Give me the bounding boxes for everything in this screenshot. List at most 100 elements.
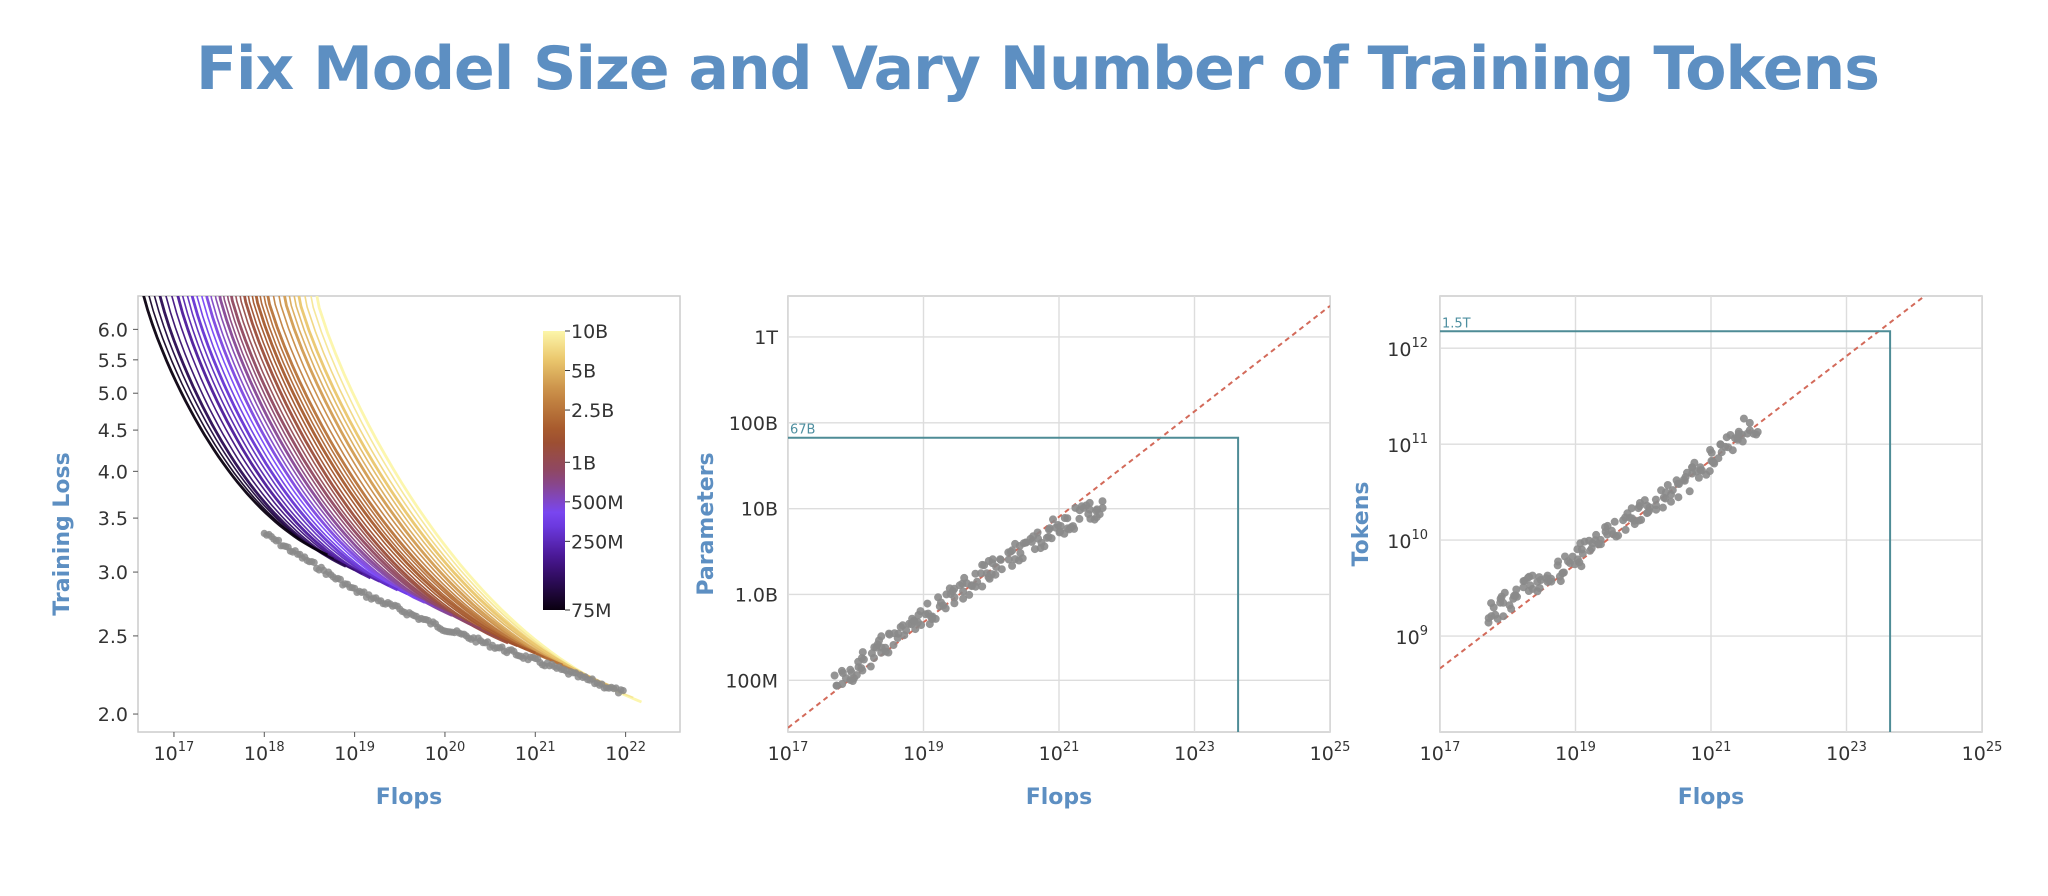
data-point <box>1627 504 1636 513</box>
colorbar-tick-label: 5B <box>571 361 596 383</box>
x-tick-label: 1020 <box>425 740 466 765</box>
data-point <box>950 593 959 602</box>
data-point <box>931 614 940 623</box>
y-tick-label: 4.0 <box>98 461 128 483</box>
y-tick-label: 5.5 <box>98 350 128 372</box>
loss-curve <box>190 296 399 592</box>
y-tick-label: 5.0 <box>98 383 128 405</box>
data-point <box>1577 562 1586 571</box>
y-tick-label: 1011 <box>1387 432 1428 457</box>
data-point <box>1008 561 1017 570</box>
data-point <box>917 621 926 629</box>
loss-curve <box>181 296 380 583</box>
data-point <box>1635 516 1643 525</box>
y-axis-title: Tokens <box>1349 482 1374 567</box>
data-point <box>959 594 968 603</box>
loss-curve <box>214 296 444 612</box>
data-point <box>902 626 911 635</box>
y-tick-label: 4.5 <box>98 420 128 442</box>
y-tick-label: 2.0 <box>98 704 128 726</box>
data-point <box>1505 601 1514 610</box>
data-point <box>859 655 868 664</box>
y-axis-title: Parameters <box>694 452 719 595</box>
y-tick-label: 109 <box>1396 624 1428 649</box>
loss-curve <box>186 296 389 587</box>
x-tick-label: 1025 <box>1310 740 1351 765</box>
data-point <box>1075 514 1084 523</box>
data-point <box>1004 555 1013 564</box>
y-tick-label: 2.5 <box>98 626 128 648</box>
data-point <box>846 665 855 674</box>
data-point <box>1745 418 1754 427</box>
colorbar-tick-label: 500M <box>571 492 624 514</box>
data-point <box>893 634 902 642</box>
y-tick-label: 3.5 <box>98 508 128 530</box>
data-point <box>1558 568 1567 577</box>
slide-title: Fix Model Size and Vary Number of Traini… <box>196 34 1880 104</box>
y-tick-label: 1.0B <box>735 584 778 606</box>
x-tick-label: 1022 <box>605 740 646 765</box>
y-tick-label: 6.0 <box>98 319 128 341</box>
data-point <box>852 671 861 680</box>
projection-guide <box>788 436 1240 732</box>
loss-curve <box>230 296 482 631</box>
loss-curve <box>293 296 609 686</box>
data-point <box>1651 495 1660 504</box>
data-point <box>1008 546 1017 555</box>
x-tick-label: 1017 <box>768 740 809 765</box>
x-tick-label: 1019 <box>903 740 944 765</box>
data-point <box>1512 585 1521 594</box>
loss-curve <box>201 296 417 600</box>
y-tick-label: 1T <box>754 327 778 349</box>
data-point <box>991 570 1000 579</box>
data-point <box>1658 503 1667 512</box>
x-tick-label: 1019 <box>1555 740 1596 765</box>
data-point <box>959 587 968 596</box>
data-point <box>858 666 867 675</box>
y-tick-label: 1010 <box>1387 528 1428 553</box>
data-point <box>1587 544 1596 553</box>
data-point <box>1694 473 1703 482</box>
y-tick-label: 1012 <box>1387 336 1428 361</box>
plot-area <box>1440 296 1982 732</box>
data-point <box>1690 458 1699 467</box>
data-point <box>1621 525 1630 534</box>
data-point <box>978 560 987 569</box>
y-tick-label: 100B <box>729 413 778 435</box>
plot-area <box>142 296 643 704</box>
data-point <box>1040 542 1049 551</box>
data-point <box>1743 429 1752 438</box>
data-point <box>1045 524 1054 533</box>
data-point <box>1674 493 1683 502</box>
y-tick-label: 100M <box>725 670 778 692</box>
x-tick-label: 1019 <box>334 740 375 765</box>
data-point <box>838 680 847 688</box>
x-tick-label: 1017 <box>154 740 195 765</box>
y-tick-label: 3.0 <box>98 562 128 584</box>
data-point <box>1739 414 1748 423</box>
data-point <box>1489 603 1498 612</box>
data-point <box>1663 481 1672 489</box>
data-point <box>1714 454 1723 463</box>
data-point <box>1659 493 1668 502</box>
data-point <box>1667 497 1675 506</box>
chart-training-loss: 1017 1018 1019 1020 1021 1022 6.0 5.5 5.0 4.5 4.0 3… <box>50 295 681 810</box>
y-axis-title: Training Loss <box>50 452 75 615</box>
data-point <box>1578 549 1587 558</box>
colorbar-tick-label: 2.5B <box>571 400 614 422</box>
data-point <box>1738 437 1747 446</box>
data-point <box>1098 497 1107 506</box>
data-point <box>1018 554 1027 563</box>
x-tick-label: 1018 <box>244 740 285 765</box>
data-point <box>881 643 890 652</box>
x-tick-label: 1017 <box>1420 740 1461 765</box>
data-point <box>1526 581 1535 590</box>
data-point <box>1667 490 1675 499</box>
data-point <box>877 632 886 641</box>
fit-line <box>1440 296 1924 670</box>
x-axis-title: Flops <box>1026 785 1093 810</box>
loss-curve <box>176 296 372 580</box>
data-point <box>1491 610 1500 619</box>
data-point <box>1535 584 1544 592</box>
x-axis-title: Flops <box>1678 785 1745 810</box>
